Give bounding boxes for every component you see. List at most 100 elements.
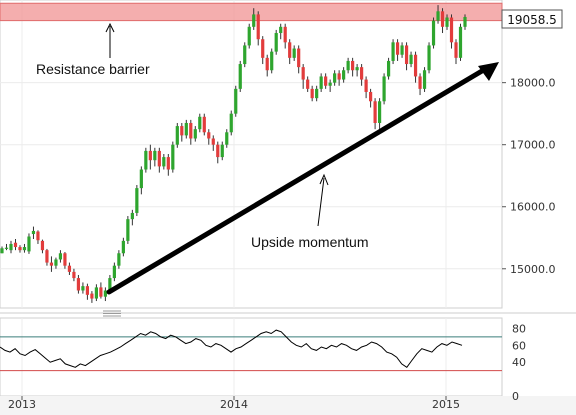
candle-body [225, 132, 229, 145]
candle-body [333, 73, 337, 83]
candle-body [198, 116, 202, 130]
candle-body [328, 82, 332, 86]
candle-body [31, 230, 36, 235]
candle-body [81, 286, 85, 291]
candle-body [9, 243, 13, 251]
last-price-box: 19058.5 [501, 9, 563, 29]
candle-body [315, 88, 319, 99]
candle-body [139, 169, 143, 189]
candle-body [279, 26, 283, 34]
candle-body [85, 286, 90, 295]
candle-body [391, 42, 395, 61]
oscillator-tick-label: 60 [512, 339, 526, 352]
candle-body [166, 157, 170, 170]
candle-body [153, 150, 157, 161]
candle-body [346, 60, 350, 71]
candle-body [382, 76, 386, 102]
candle-body [180, 126, 184, 136]
candle-body [449, 17, 454, 43]
y-tick-label: 17000.0 [510, 139, 556, 152]
candle-body [238, 64, 242, 89]
candle-body [458, 26, 463, 58]
candle-body [184, 122, 188, 136]
candle-body [27, 236, 31, 252]
candle-body [436, 11, 440, 21]
candle-body [274, 33, 278, 52]
candle-body [413, 54, 418, 77]
candle-body [377, 101, 382, 123]
candle-body [261, 39, 265, 58]
candle-body [360, 67, 364, 80]
candle-body [247, 26, 251, 46]
oscillator-tick-label: 40 [512, 356, 526, 369]
candle-body [36, 231, 40, 241]
candle-body [94, 287, 98, 299]
candle-body [422, 70, 427, 89]
candle-body [283, 26, 287, 43]
candle-body [400, 45, 404, 55]
candle-body [211, 138, 215, 145]
candle-body [0, 248, 4, 254]
x-axis: 2013 2014 2015 [8, 396, 460, 411]
candle-body [229, 113, 233, 133]
candle-body [126, 219, 130, 241]
candle-body [112, 265, 116, 279]
candle-body [324, 76, 328, 86]
candle-body [148, 150, 152, 161]
candle-body [216, 144, 220, 158]
candle-body [135, 188, 139, 213]
resize-handle[interactable] [103, 310, 121, 317]
candle-body [418, 76, 422, 89]
candle-body [121, 240, 125, 254]
candle-body [306, 79, 310, 89]
candle-body [270, 51, 274, 71]
candle-body [404, 45, 409, 65]
candle-body [117, 253, 121, 266]
candle-body [22, 247, 27, 251]
candle-body [99, 287, 103, 297]
candle-body [301, 67, 305, 80]
candle-body [256, 14, 260, 40]
candle-body [58, 253, 63, 260]
resistance-annotation-label: Resistance barrier [36, 61, 150, 77]
candle-body [369, 91, 373, 102]
candle-body [454, 42, 458, 58]
candle-body [288, 42, 292, 58]
candle-body [252, 14, 256, 27]
candle-body [445, 17, 449, 27]
candle-body [364, 79, 368, 92]
oscillator-axis: 0 40 60 80 [512, 322, 526, 403]
candle-body [409, 54, 413, 65]
candle-body [108, 278, 112, 291]
x-tick-label-2013: 2013 [8, 398, 36, 411]
momentum-annotation-label: Upside momentum [251, 234, 369, 250]
candle-body [90, 293, 94, 299]
x-axis-strip [0, 396, 576, 415]
x-tick-label-2015: 2015 [432, 398, 460, 411]
candle-body [193, 129, 197, 139]
oscillator-line [0, 329, 463, 368]
candle-body [157, 150, 161, 167]
candle-body [234, 88, 238, 114]
candle-body [386, 60, 391, 77]
candle-body [171, 144, 175, 170]
oscillator-tick-label: 0 [512, 390, 519, 403]
candle-body [130, 212, 134, 220]
candle-body [373, 101, 377, 123]
candle-body [162, 157, 166, 167]
candle-body [463, 16, 467, 27]
trendline-arrow [106, 62, 499, 295]
candle-body [395, 42, 400, 55]
last-price-label: 19058.5 [507, 13, 557, 27]
candle-body [76, 278, 81, 291]
main-plot-area [0, 0, 503, 309]
x-tick-label-2014: 2014 [220, 398, 248, 411]
candle-body [40, 240, 45, 251]
candle-body [355, 67, 359, 71]
candle-body [207, 132, 211, 139]
candle-body [49, 262, 54, 266]
candle-body [103, 290, 107, 297]
y-tick-label: 16000.0 [510, 201, 556, 214]
